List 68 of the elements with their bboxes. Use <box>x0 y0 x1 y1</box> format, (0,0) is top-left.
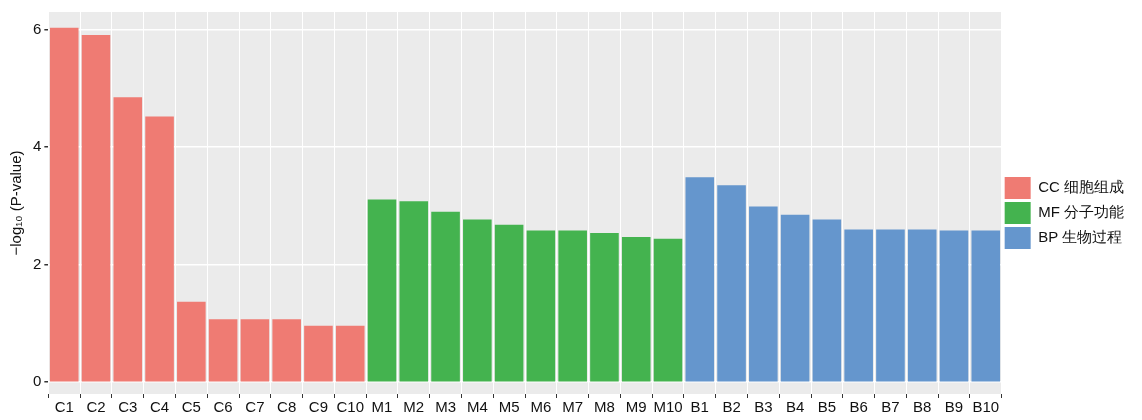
bar <box>653 238 683 382</box>
x-tick-label: C1 <box>54 398 74 416</box>
bar <box>145 116 174 382</box>
x-tick-label: M3 <box>435 398 456 416</box>
x-tick-label: B3 <box>754 398 773 416</box>
bar <box>558 230 587 382</box>
bar <box>526 230 556 382</box>
y-tick-label: 4 <box>33 137 42 155</box>
x-tick-label: C6 <box>213 398 233 416</box>
x-tick-label: C9 <box>308 398 329 416</box>
bar <box>208 319 238 382</box>
bar <box>335 325 365 382</box>
x-tick-label: B10 <box>972 398 1000 416</box>
bar <box>399 201 429 382</box>
x-tick-label: M2 <box>403 398 425 416</box>
x-tick-label: M5 <box>498 398 520 416</box>
x-tick-label: M7 <box>562 398 584 416</box>
x-tick-label: B8 <box>913 398 932 416</box>
x-tick-label: B5 <box>817 398 837 416</box>
bar <box>717 185 746 382</box>
bar <box>876 229 905 382</box>
legend-label: CC 细胞组成 <box>1038 178 1125 196</box>
bar <box>304 325 333 382</box>
x-tick-label: M1 <box>371 398 393 416</box>
x-tick-label: C2 <box>86 398 106 416</box>
bar <box>113 97 143 382</box>
bar <box>49 27 79 382</box>
legend-label: MF 分子功能 <box>1038 203 1124 221</box>
x-tick-label: B1 <box>690 398 709 416</box>
y-tick-label: 2 <box>33 254 42 272</box>
legend-label: BP 生物过程 <box>1038 228 1123 246</box>
y-tick-label: 0 <box>33 372 42 390</box>
bar <box>431 211 460 382</box>
x-tick-label: B7 <box>881 398 900 416</box>
x-tick-label: C4 <box>149 398 170 416</box>
x-tick-label: C3 <box>118 398 138 416</box>
bar <box>844 229 873 382</box>
y-axis-title: −log₁₀ (P-value) <box>7 150 25 256</box>
y-tick-label: 6 <box>33 19 42 37</box>
x-tick-label: C8 <box>277 398 297 416</box>
bar <box>812 219 842 382</box>
x-tick-label: M4 <box>466 398 488 416</box>
x-tick-label: C10 <box>336 398 364 416</box>
bar <box>494 224 524 382</box>
x-tick-label: C7 <box>245 398 265 416</box>
bar <box>463 219 492 382</box>
x-tick-label: M6 <box>530 398 552 416</box>
x-tick-label: M8 <box>594 398 615 416</box>
bar <box>907 229 937 382</box>
bar <box>939 230 969 382</box>
bar <box>367 199 397 382</box>
x-tick-label: B9 <box>944 398 964 416</box>
bar <box>240 319 270 382</box>
x-tick-label: B4 <box>785 398 805 416</box>
bar <box>780 214 810 382</box>
bar <box>81 34 111 382</box>
bar <box>621 237 651 382</box>
x-tick-label: M9 <box>625 398 647 416</box>
bar <box>685 177 715 382</box>
x-tick-label: C5 <box>181 398 201 416</box>
x-tick-label: B6 <box>849 398 868 416</box>
bar <box>272 319 301 382</box>
bar <box>971 230 1001 382</box>
x-tick-label: M10 <box>653 398 683 416</box>
x-tick-label: B2 <box>722 398 741 416</box>
bar <box>749 206 778 382</box>
bar <box>590 232 619 382</box>
bar <box>177 301 206 382</box>
